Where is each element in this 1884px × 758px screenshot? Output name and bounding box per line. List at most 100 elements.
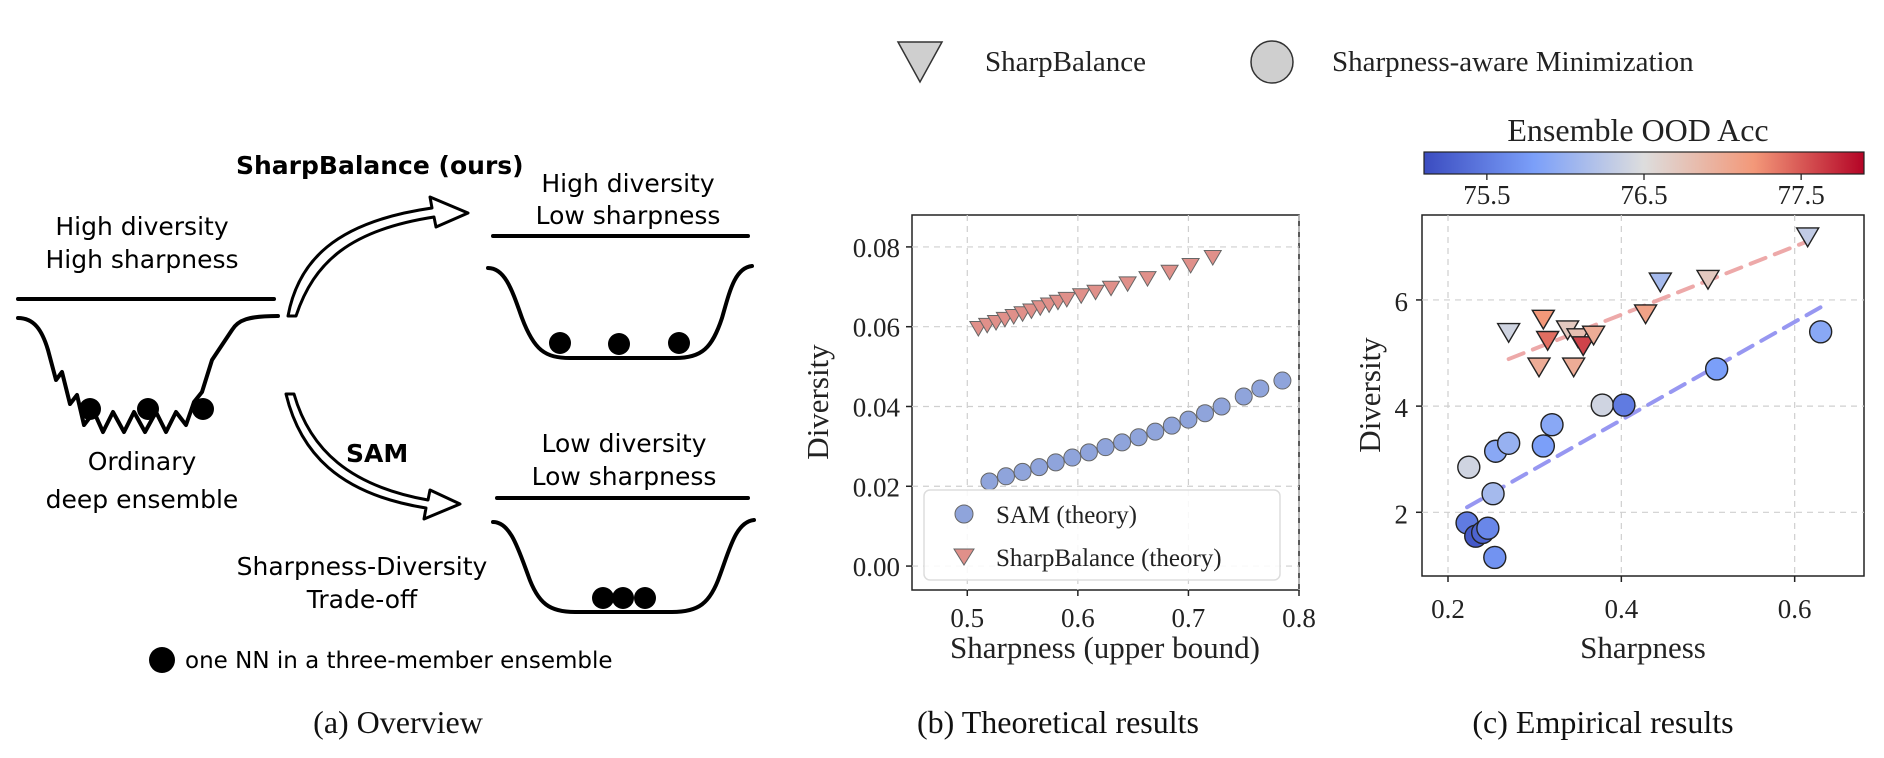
theory-y-tick-label: 0.08 [853,233,900,263]
theory-x-tick-label: 0.6 [1061,603,1095,633]
sam-theory-point [1096,438,1115,457]
sam-theory-point [1129,428,1148,447]
sharpbalance-empirical-point [1633,304,1658,326]
sam-theory-point [1234,387,1253,406]
sharpbalance-theory-point [1071,288,1091,305]
sharpbalance-theory-point [1181,257,1201,274]
sharpbalance-empirical-point [1581,325,1606,347]
sam-empirical-point [1808,320,1833,344]
sam-theory-point [1212,397,1231,416]
sharpbalance-empirical-point [1648,272,1673,294]
sharpbalance-legend-marker-icon [896,41,944,84]
empirical-ticks: 0.2 0.4 0.6 2 4 6 [1395,287,1812,624]
sam-arrow-label: SAM [346,439,408,468]
colorbar-tick-label: 77.5 [1778,180,1825,210]
theory-ylabel: Diversity [800,344,835,460]
dot-legend-icon [149,647,175,673]
theory-chart: 0.5 0.6 0.7 0.8 0.00 0.02 0.04 0.06 0.08 SAM (th… [800,214,1316,740]
empirical-ylabel: Diversity [1352,337,1387,453]
caption-a: (a) Overview [313,704,483,740]
tradeoff-text-2: Trade-off [306,585,418,614]
sam-arrow-icon [284,392,462,521]
sam-theory-point [996,467,1015,486]
sharpbalance-theory-point [1138,271,1157,288]
sam-empirical-point [1590,393,1614,417]
sam-theory-point [1046,453,1065,472]
left-rough-well [16,314,280,434]
empirical-y-tick-label: 6 [1395,287,1409,317]
sam-theory-point [1079,443,1098,462]
sam-empirical-point [1457,455,1481,479]
sharpbalance-empirical-point [1526,357,1552,379]
theory-y-tick-label: 0.02 [853,472,900,502]
sam-empirical-point [1496,431,1521,455]
sharpbalance-theory-point [1086,284,1105,301]
sharpbalance-empirical-point [1531,309,1556,331]
sam-theory-point [1146,422,1165,441]
sam-empirical-point [1476,516,1500,540]
sharpbalance-empirical-point [1695,269,1721,291]
theory-x-tick-label: 0.8 [1282,603,1316,633]
sam-empirical-point [1483,545,1507,570]
sharpbalance-theory-point [1101,280,1121,297]
theory-legend-box [923,489,1281,581]
right-bottom-well [491,518,756,614]
top-legend: SharpBalance Sharpness-aware Minimizatio… [896,40,1694,84]
sam-theory-point [1162,416,1181,435]
caption-c: (c) Empirical results [1472,704,1733,740]
sharpbalance-trendline [1506,239,1810,362]
sam-theory-point [1273,371,1292,390]
empirical-trendlines [1465,239,1823,510]
sharpbalance-theory-point [1203,250,1223,266]
sam-legend-label: Sharpness-aware Minimization [1332,46,1694,78]
colorbar-title: Ensemble OOD Acc [1507,112,1768,148]
overview-text: SharpBalance (ours) SAM High diversity H… [45,151,720,740]
sam-empirical-point [1612,393,1636,417]
sharpbalance-empirical-point [1496,322,1521,344]
left-ensemble-dot-3 [192,398,214,420]
legend-sam-theory-icon [954,504,974,524]
sharpbalance-theory-point [1118,276,1137,293]
empirical-marks [1455,227,1833,570]
sam-theory-point [1179,410,1198,429]
theory-xlabel: Sharpness (upper bound) [950,630,1260,665]
sharpbalance-theory-point [1057,291,1077,308]
legend-sharpbalance-theory-icon [953,548,975,566]
left-bottom-text-2: deep ensemble [46,485,239,514]
empirical-chart: Ensemble OOD Acc 75.5 76.5 77.5 0.2 0.4 0.6 2… [1352,112,1865,740]
theory-ticks: 0.5 0.6 0.7 0.8 0.00 0.02 0.04 0.06 0.08 [853,233,1316,633]
colorbar [1423,151,1865,175]
sam-theory-point [980,472,999,491]
sharpbalance-empirical-point [1535,330,1560,352]
legend-sam-theory-label: SAM (theory) [996,502,1137,529]
left-ensemble-dot-2 [137,398,159,420]
right-bottom-dot-2 [612,587,634,609]
right-bottom-text-1: Low diversity [541,429,706,458]
right-top-dot-1 [549,332,571,354]
empirical-x-tick-label: 0.4 [1604,594,1638,624]
colorbar-ticks: 75.5 76.5 77.5 [1463,174,1825,210]
theory-y-tick-label: 0.00 [853,552,900,582]
overview-panel [16,195,756,614]
empirical-y-tick-label: 4 [1395,393,1409,423]
colorbar-tick-label: 76.5 [1620,180,1667,210]
caption-b: (b) Theoretical results [917,704,1199,740]
sam-empirical-point [1704,357,1729,381]
empirical-xlabel: Sharpness [1580,630,1706,665]
sam-legend-marker-icon [1250,40,1294,84]
theory-legend: SAM (theory) SharpBalance (theory) [923,489,1281,581]
right-bottom-dot-3 [634,587,656,609]
sam-theory-point [1063,448,1082,467]
sam-theory-point [1196,404,1215,423]
sam-theory-point [1013,462,1032,481]
right-bottom-text-2: Low sharpness [532,462,717,491]
sam-theory-point [1251,379,1270,398]
right-top-text-1: High diversity [541,169,714,198]
sharpbalance-legend-label: SharpBalance [985,46,1146,78]
tradeoff-text-1: Sharpness-Diversity [237,552,488,581]
right-top-well [486,264,754,360]
left-bottom-text-1: Ordinary [88,447,197,476]
left-top-text-1: High diversity [55,212,228,241]
empirical-gridlines [1422,215,1864,576]
